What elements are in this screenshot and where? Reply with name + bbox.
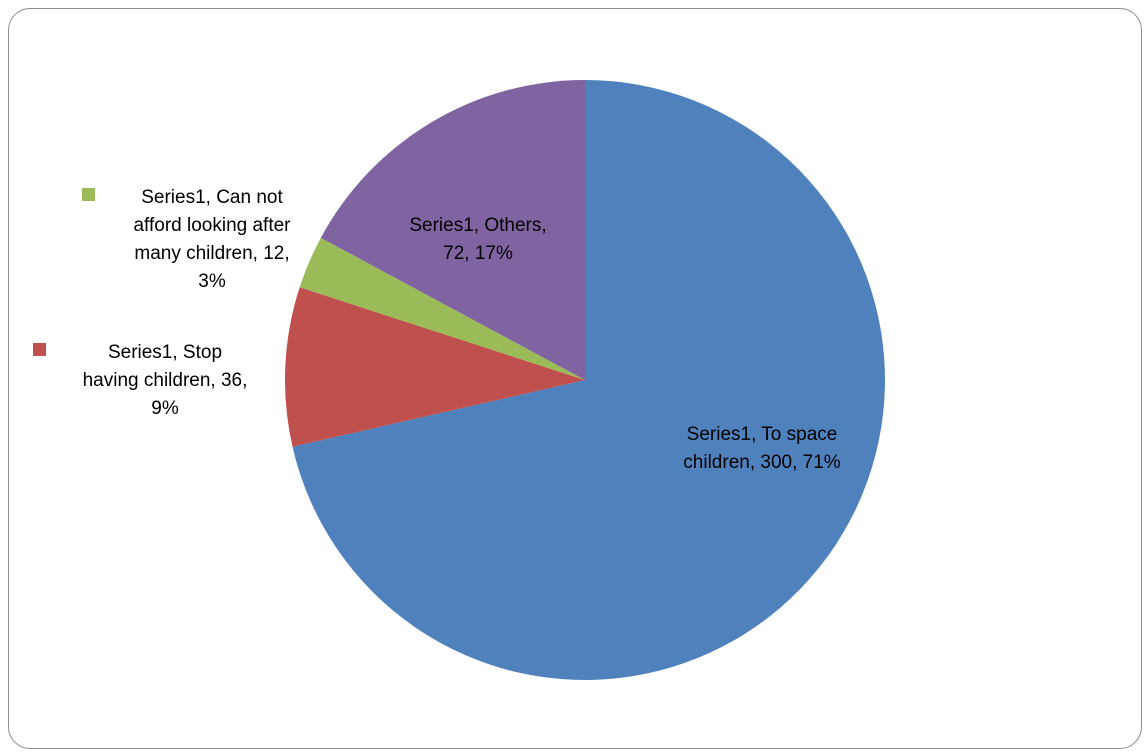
data-label-stop-having-children: Series1, Stop having children, 36, 9% <box>83 342 248 419</box>
pie-slice-to-space-children <box>292 80 886 680</box>
pie-slice-others <box>320 79 585 380</box>
data-label-to-space-children: Series1, To space children, 300, 71% <box>683 424 840 473</box>
legend-marker-can-not-afford-looking-after-many-children <box>82 188 95 201</box>
data-label-can-not-afford-looking-after-many-children: Series1, Can not afford looking after many… <box>133 187 291 292</box>
legend-marker-stop-having-children <box>33 343 46 356</box>
pie-slice-can-not-afford-looking-after-many-children <box>299 237 585 380</box>
data-label-others: Series1, Others, 72, 17% <box>409 215 546 264</box>
pie-slice-stop-having-children <box>285 287 585 447</box>
